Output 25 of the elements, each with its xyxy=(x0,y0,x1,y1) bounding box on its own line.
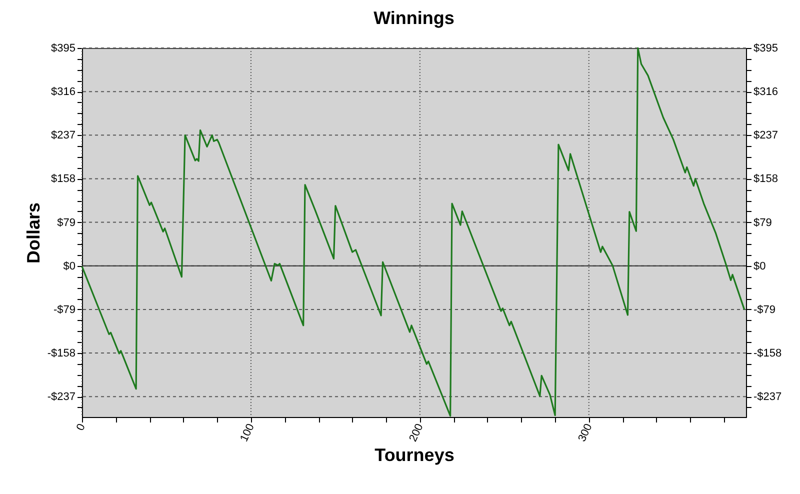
y2-tick-label: -$79 xyxy=(754,304,776,316)
y-tick-label: $0 xyxy=(63,260,76,272)
y-tick-label: -$237 xyxy=(47,391,76,404)
y-tick-label: $79 xyxy=(57,216,76,229)
y-tick-label: $237 xyxy=(51,130,76,142)
y2-tick-label: $237 xyxy=(754,130,778,142)
y-tick-label: -$79 xyxy=(53,304,76,316)
y-tick-label: $316 xyxy=(51,86,76,98)
y2-tick-label: $79 xyxy=(754,216,772,229)
y2-tick-label: -$237 xyxy=(754,391,782,404)
chart-title: Winnings xyxy=(374,8,454,28)
x-tick-label: 100 xyxy=(238,422,257,444)
y2-tick-label: $158 xyxy=(754,173,778,186)
y-tick-label: $158 xyxy=(51,173,76,186)
y2-tick-label: $316 xyxy=(754,86,778,98)
y2-tick-label: $395 xyxy=(754,42,778,54)
y2-tick-label: $0 xyxy=(754,260,766,272)
x-tick-label: 200 xyxy=(407,422,426,444)
y-axis-title: Dollars xyxy=(23,202,44,264)
x-axis-title: Tourneys xyxy=(374,445,454,466)
x-tick-label: 300 xyxy=(576,422,595,444)
y2-tick-label: -$158 xyxy=(754,348,782,360)
x-tick-label: 0 xyxy=(74,422,88,433)
y-tick-label: $395 xyxy=(51,42,76,54)
y-tick-label: -$158 xyxy=(47,348,76,360)
